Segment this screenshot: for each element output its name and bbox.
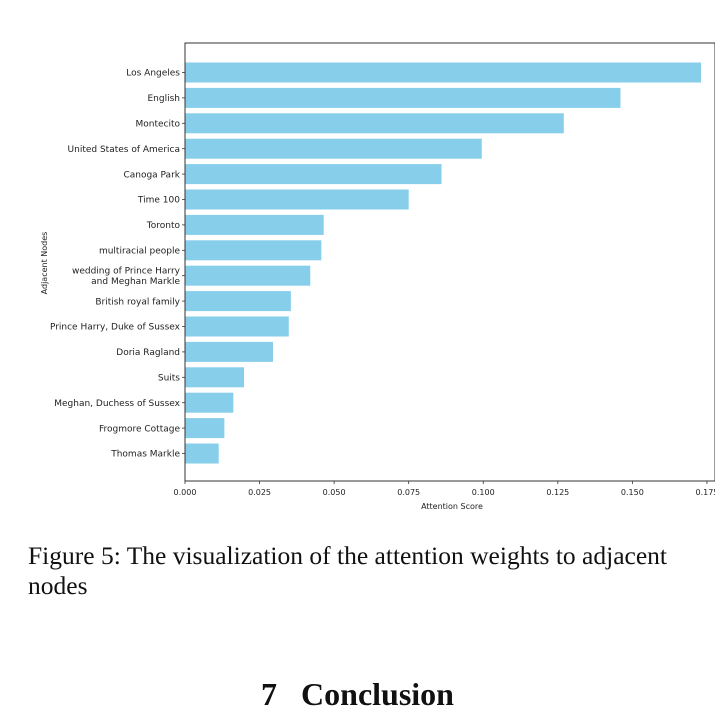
category-label-0: Los Angeles bbox=[126, 69, 180, 79]
category-label-2: Montecito bbox=[135, 120, 180, 130]
category-label-13: Meghan, Duchess of Sussex bbox=[54, 399, 180, 409]
bar-13 bbox=[185, 392, 234, 413]
category-label-9: British royal family bbox=[95, 297, 180, 307]
attention-bar-chart: Los Angeles English Montecito United States… bbox=[40, 42, 715, 511]
y-axis-label: Adjacent Nodes bbox=[40, 232, 49, 295]
bar-6 bbox=[185, 214, 324, 235]
x-tick-label-3: 0.075 bbox=[397, 488, 420, 497]
category-label-10: Prince Harry, Duke of Sussex bbox=[50, 323, 181, 333]
bar-8 bbox=[185, 265, 311, 286]
bar-14 bbox=[185, 418, 225, 439]
category-label-11: Doria Ragland bbox=[116, 348, 180, 358]
figure-caption: Figure 5: The visualization of the atten… bbox=[28, 541, 667, 600]
bar-5 bbox=[185, 189, 409, 210]
axes-frame bbox=[184, 42, 715, 482]
bar-4 bbox=[185, 164, 442, 185]
bar-2 bbox=[185, 113, 564, 134]
bars-group bbox=[185, 62, 701, 464]
section-number: 7 bbox=[261, 676, 278, 712]
category-label-5: Time 100 bbox=[137, 196, 180, 206]
x-tick-label-1: 0.025 bbox=[248, 488, 271, 497]
section-heading: 7 Conclusion bbox=[0, 676, 715, 713]
x-axis-label: Attention Score bbox=[421, 502, 483, 511]
category-label-7: multiracial people bbox=[99, 247, 181, 257]
y-tick-labels: Los Angeles English Montecito United States… bbox=[50, 69, 185, 460]
category-label-12: Suits bbox=[158, 374, 180, 384]
bar-1 bbox=[185, 87, 621, 108]
bar-12 bbox=[185, 367, 245, 388]
x-tick-label-5: 0.125 bbox=[546, 488, 569, 497]
bar-9 bbox=[185, 291, 291, 312]
section-title: Conclusion bbox=[301, 676, 454, 712]
category-label-3: United States of America bbox=[68, 145, 180, 155]
x-tick-label-0: 0.000 bbox=[174, 488, 197, 497]
category-label-6: Toronto bbox=[146, 221, 181, 231]
category-label-14: Frogmore Cottage bbox=[99, 424, 180, 434]
bar-0 bbox=[185, 62, 701, 83]
bar-10 bbox=[185, 316, 289, 337]
category-label-1: English bbox=[148, 94, 181, 104]
x-tick-label-2: 0.050 bbox=[323, 488, 346, 497]
bar-11 bbox=[185, 341, 273, 362]
category-label-4: Canoga Park bbox=[123, 170, 180, 180]
x-tick-label-7: 0.175 bbox=[695, 488, 715, 497]
category-label-15: Thomas Markle bbox=[110, 450, 180, 460]
x-tick-label-6: 0.150 bbox=[621, 488, 644, 497]
x-tick-label-4: 0.100 bbox=[472, 488, 495, 497]
x-ticks: 0.000 0.025 0.050 0.075 0.100 0.125 0.150 0.175 bbox=[174, 481, 715, 497]
bar-3 bbox=[185, 138, 482, 159]
category-label-8: wedding of Prince Harry and Meghan Markle bbox=[72, 267, 181, 288]
bar-15 bbox=[185, 443, 219, 464]
bar-7 bbox=[185, 240, 322, 261]
